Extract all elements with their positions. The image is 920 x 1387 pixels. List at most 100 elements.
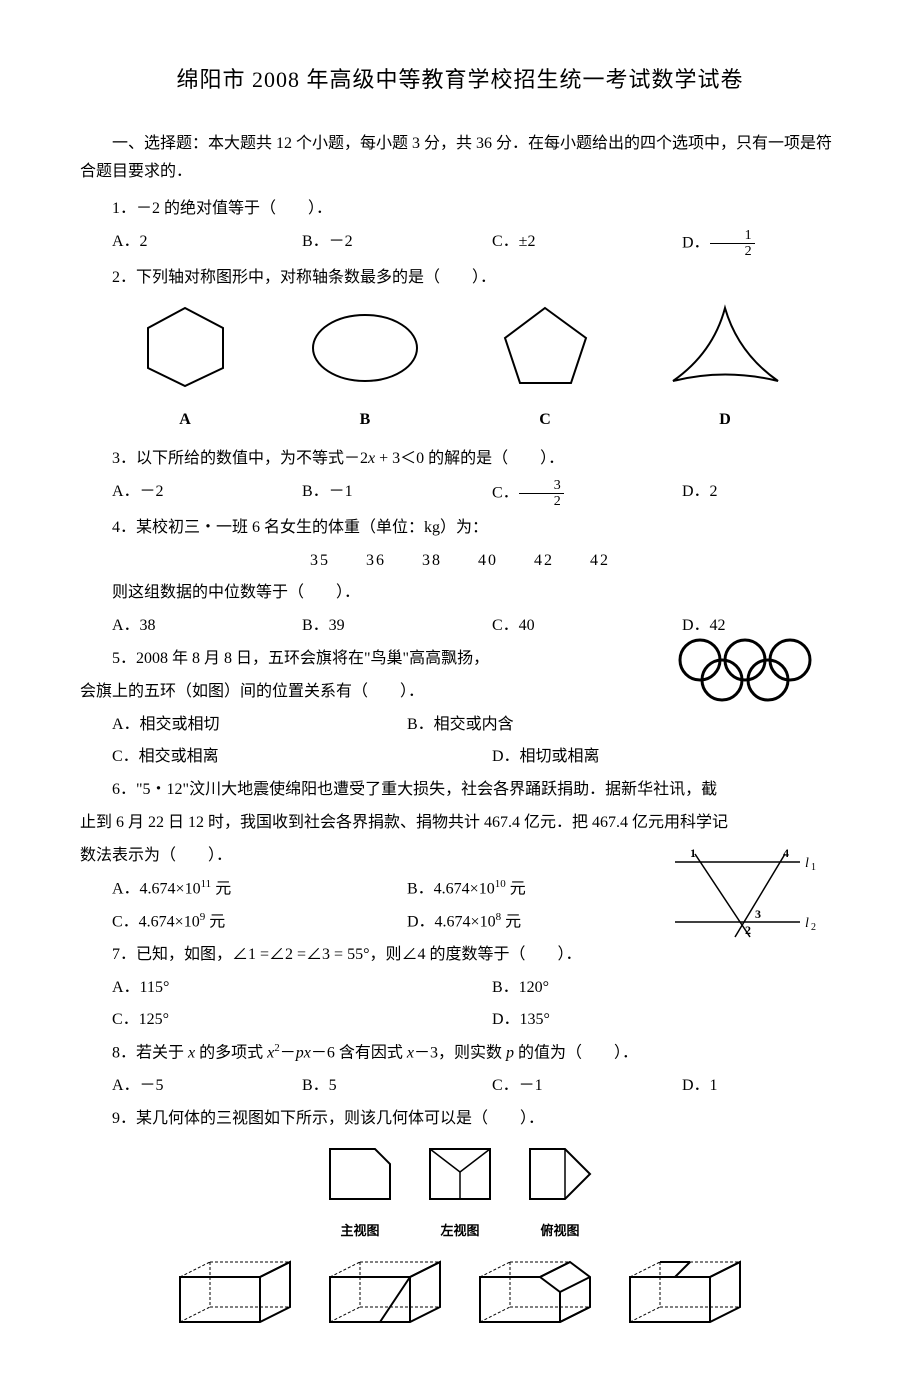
- q8-options: A．－5 B．5 C．－1 D．1: [80, 1072, 840, 1101]
- var-p: p: [506, 1044, 514, 1061]
- q4-options: A．38 B．39 C．40 D．42: [80, 612, 840, 641]
- var-x-8b: x: [407, 1044, 414, 1061]
- q5-options-row1: A．相交或相切 B．相交或内含: [80, 711, 670, 740]
- q4-text2: 则这组数据的中位数等于（ ）．: [80, 579, 840, 608]
- q1-optA: A．2: [80, 228, 270, 260]
- solid-D-icon: [620, 1257, 750, 1327]
- q8-optD: D．1: [650, 1072, 840, 1101]
- q6-optA-prefix: A．4.674×10: [112, 880, 201, 897]
- q5-optD: D．相切或相离: [460, 743, 840, 772]
- q6-optA: A．4.674×1011 元: [80, 875, 375, 904]
- q8-p4: －6 含有因式: [311, 1044, 407, 1061]
- q2-labD: D: [668, 406, 783, 435]
- q7-optA: A．115°: [80, 974, 460, 1003]
- q8-p2: 的多项式: [195, 1044, 267, 1061]
- hexagon-icon: [138, 303, 233, 388]
- q2-text: 2．下列轴对称图形中，对称轴条数最多的是（ ）．: [80, 264, 840, 293]
- solid-B-icon: [320, 1257, 450, 1327]
- q5-text2: 会旗上的五环（如图）间的位置关系有（ ）．: [80, 678, 840, 707]
- fraction-half: 12: [710, 228, 755, 260]
- q6-optB-suffix: 元: [506, 880, 526, 897]
- q4-optA: A．38: [80, 612, 270, 641]
- q4-optC: C．40: [460, 612, 650, 641]
- var-px: px: [296, 1044, 311, 1061]
- q3-optC: C．32: [460, 478, 650, 510]
- q1-optD-prefix: D．: [682, 235, 710, 252]
- left-view-label: 左视图: [425, 1219, 495, 1242]
- svg-text:l: l: [805, 916, 809, 931]
- solid-C-icon: [470, 1257, 600, 1327]
- section-intro: 一、选择题：本大题共 12 个小题，每小题 3 分，共 36 分．在每小题给出的…: [80, 130, 840, 188]
- front-view-icon: [325, 1144, 395, 1204]
- shape-pentagon: C: [498, 303, 593, 436]
- front-view-label: 主视图: [325, 1219, 395, 1242]
- q3-optC-prefix: C．: [492, 485, 519, 502]
- ellipse-icon: [308, 303, 423, 388]
- q5-optA: A．相交或相切: [80, 711, 375, 740]
- q6-optC-suffix: 元: [205, 913, 225, 930]
- shape-curved-triangle: D: [668, 303, 783, 436]
- q6-optA-sup: 11: [201, 878, 212, 890]
- q3-prefix: 3．以下所给的数值中，为不等式－2: [112, 450, 368, 467]
- top-view-label: 俯视图: [525, 1219, 595, 1242]
- q3-text: 3．以下所给的数值中，为不等式－2x + 3＜0 的解的是（ ）．: [80, 445, 840, 474]
- q4-data: 35 36 38 40 42 42: [80, 547, 840, 576]
- shape-hexagon: A: [138, 303, 233, 436]
- q8-p6: 的值为（ ）．: [514, 1044, 638, 1061]
- q9-text: 9．某几何体的三视图如下所示，则该几何体可以是（ ）．: [80, 1105, 840, 1134]
- left-view-icon: [425, 1144, 495, 1204]
- q8-p5: －3，则实数: [414, 1044, 506, 1061]
- q4-optB: B．39: [270, 612, 460, 641]
- q6-optB: B．4.674×1010 元: [375, 875, 670, 904]
- q8-p1: 8．若关于: [112, 1044, 188, 1061]
- q6-optD: D．4.674×108 元: [375, 908, 670, 937]
- q4-optD: D．42: [650, 612, 840, 641]
- fraction-3-2: 32: [519, 478, 564, 510]
- q1-optC: C．±2: [460, 228, 650, 260]
- left-view: 左视图: [425, 1144, 495, 1242]
- q8-optB: B．5: [270, 1072, 460, 1101]
- q4-text: 4．某校初三・一班 6 名女生的体重（单位：kg）为：: [80, 514, 840, 543]
- q5-optC: C．相交或相离: [80, 743, 460, 772]
- front-view: 主视图: [325, 1144, 395, 1242]
- q9-views: 主视图 左视图 俯视图: [80, 1144, 840, 1242]
- q6-text1: 6．"5・12"汶川大地震使绵阳也遭受了重大损失，社会各界踊跃捐助．据新华社讯，…: [80, 776, 840, 805]
- q8-optA: A．－5: [80, 1072, 270, 1101]
- q1-optB: B．－2: [270, 228, 460, 260]
- q6-text2: 止到 6 月 22 日 12 时，我国收到社会各界捐款、捐物共计 467.4 亿…: [80, 809, 840, 838]
- svg-text:3: 3: [755, 907, 761, 921]
- q3-optD: D．2: [650, 478, 840, 510]
- q7-optD: D．135°: [460, 1006, 840, 1035]
- q5-text1: 5．2008 年 8 月 8 日，五环会旗将在"鸟巢"高高飘扬，: [80, 645, 840, 674]
- q3-options: A．－2 B．－1 C．32 D．2: [80, 478, 840, 510]
- top-view: 俯视图: [525, 1144, 595, 1242]
- svg-text:2: 2: [745, 923, 751, 937]
- q8-optC: C．－1: [460, 1072, 650, 1101]
- q8-text: 8．若关于 x 的多项式 x2－px－6 含有因式 x－3，则实数 p 的值为（…: [80, 1039, 840, 1068]
- solid-A-icon: [170, 1257, 300, 1327]
- q6-optA-suffix: 元: [211, 880, 231, 897]
- q7-options-row2: C．125° D．135°: [80, 1006, 840, 1035]
- q2-labA: A: [138, 406, 233, 435]
- top-view-icon: [525, 1144, 595, 1204]
- q6-text3: 数法表示为（ ）．: [80, 842, 840, 871]
- q6-optB-sup: 10: [495, 878, 506, 890]
- q6-optB-prefix: B．4.674×10: [407, 880, 495, 897]
- q3-optA: A．－2: [80, 478, 270, 510]
- page-title: 绵阳市 2008 年高级中等教育学校招生统一考试数学试卷: [80, 60, 840, 100]
- q6-optC-prefix: C．4.674×10: [112, 913, 200, 930]
- q5-optB: B．相交或内含: [375, 711, 670, 740]
- svg-text:2: 2: [811, 922, 816, 933]
- q3-optB: B．－1: [270, 478, 460, 510]
- q7-optB: B．120°: [460, 974, 840, 1003]
- curved-triangle-icon: [668, 303, 783, 388]
- q5-options-row2: C．相交或相离 D．相切或相离: [80, 743, 840, 772]
- q1-optD: D．12: [650, 228, 840, 260]
- pentagon-icon: [498, 303, 593, 388]
- q9-solids: [80, 1257, 840, 1327]
- q2-labB: B: [308, 406, 423, 435]
- shape-ellipse: B: [308, 303, 423, 436]
- q6-optC: C．4.674×109 元: [80, 908, 375, 937]
- q7-options-row1: A．115° B．120°: [80, 974, 840, 1003]
- q6-options-row1: A．4.674×1011 元 B．4.674×1010 元: [80, 875, 670, 904]
